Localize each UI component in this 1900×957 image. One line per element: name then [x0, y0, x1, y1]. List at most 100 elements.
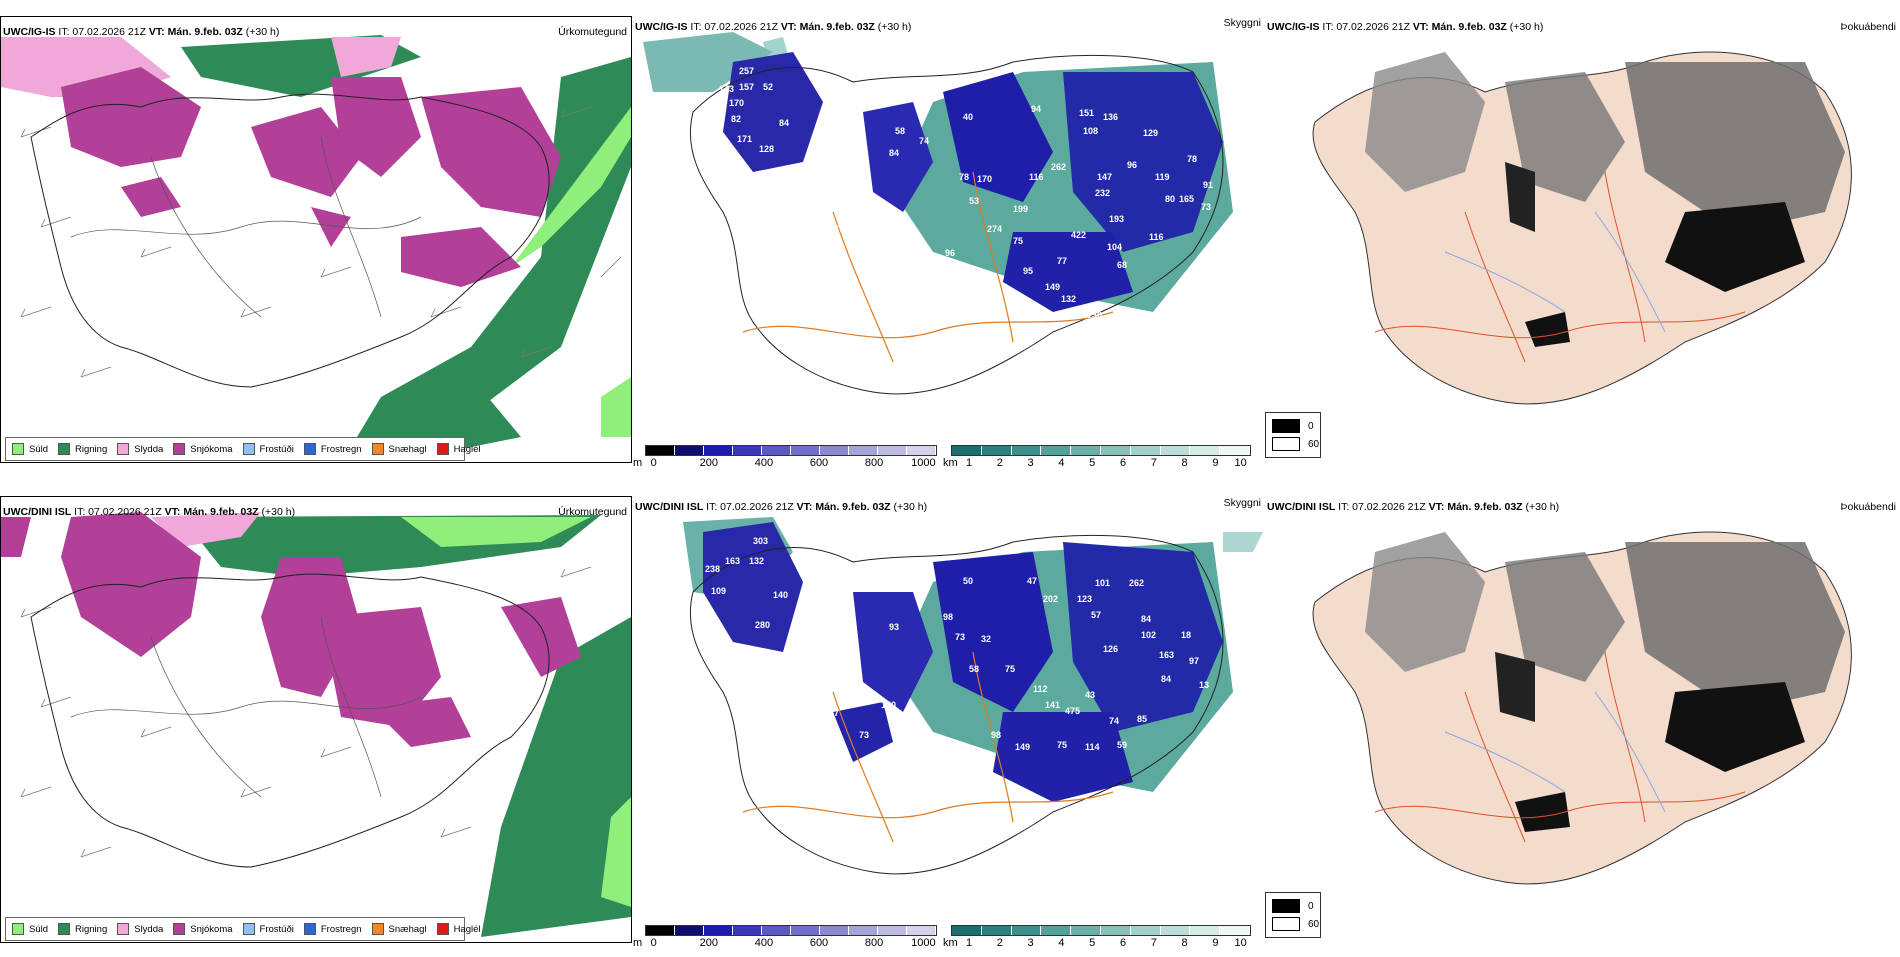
scale-swatch	[952, 446, 982, 455]
visibility-map[interactable]: 303 163 132 238 109 140 280 96 93 98 50 …	[633, 492, 1267, 922]
ceiling-value: 82	[731, 114, 741, 124]
snow-area	[321, 607, 441, 727]
fog-grey	[1625, 542, 1845, 712]
ceiling-value: 151	[1079, 108, 1094, 118]
scale-swatch	[1130, 926, 1161, 935]
scale-swatch	[762, 926, 791, 935]
fog-grey	[1505, 72, 1625, 202]
ceiling-value: 157	[739, 82, 754, 92]
panel-header: UWC/DINI ISL IT: 07.02.2026 21Z VT: Mán.…	[3, 506, 296, 518]
scale-tick: 3	[1027, 937, 1034, 949]
ceiling-value: 75	[1013, 236, 1023, 246]
ceiling-value: 170	[977, 174, 992, 184]
ceiling-value: 58	[969, 664, 979, 674]
scale-unit: m	[633, 457, 643, 469]
legend-swatch	[173, 923, 186, 935]
ceiling-value: 43	[1085, 690, 1095, 700]
ceiling-value: 77	[1057, 256, 1067, 266]
ceiling-value: 84	[779, 118, 789, 128]
scale-tick: 10	[1234, 937, 1247, 949]
scale-swatch	[907, 446, 936, 455]
scale-swatch	[1071, 926, 1101, 935]
ceiling-value: 478	[707, 100, 722, 110]
ceiling-low	[1063, 542, 1223, 732]
ceiling-value: 193	[1109, 214, 1124, 224]
ceiling-value: 257	[739, 66, 754, 76]
panel-title: Úrkomutegund	[558, 506, 627, 518]
ceiling-values: 303 163 132 238 109 140 280 96 93 98 50 …	[703, 536, 1209, 822]
ceiling-value: 78	[959, 172, 969, 182]
ceiling-value: 116	[1029, 172, 1044, 182]
scale-tick: 200	[699, 457, 718, 469]
ceiling-value: 108	[1083, 126, 1098, 136]
fog-legend: 0 60	[1265, 892, 1321, 938]
scale-swatch	[849, 926, 878, 935]
scale-swatch	[907, 926, 936, 935]
legend-swatch	[371, 923, 384, 935]
snow-area	[251, 107, 361, 197]
ceiling-low	[1063, 72, 1223, 252]
ceiling-value: 149	[1045, 282, 1060, 292]
coastline	[689, 534, 1224, 875]
snow-area	[331, 77, 421, 177]
panel-header: UWC/IG-IS IT: 07.02.2026 21Z VT: Mán. 9.…	[3, 26, 280, 38]
snow-area	[1, 517, 31, 557]
scale-swatch	[1160, 926, 1191, 935]
precip-legend: Súld Rigning Slydda Snjókoma Frostúði Fr…	[5, 917, 481, 941]
scale-swatch	[733, 446, 762, 455]
ceiling-value: 129	[1143, 128, 1158, 138]
ceiling-low	[703, 522, 803, 652]
scale-swatch	[1160, 446, 1191, 455]
ceiling-value: 98	[943, 612, 953, 622]
scale-swatch	[1011, 446, 1042, 455]
ceiling-value: 75	[1005, 664, 1015, 674]
precip-map-frame[interactable]: UWC/DINI ISL IT: 07.02.2026 21Z VT: Mán.…	[0, 496, 632, 943]
ceiling-value: 163	[1159, 650, 1174, 660]
ceiling-value: 199	[1013, 204, 1028, 214]
scale-unit: km	[943, 937, 958, 949]
scale-swatch	[1220, 446, 1250, 455]
scale-tick: 200	[699, 937, 718, 949]
scale-tick: 4	[1058, 457, 1065, 469]
legend-swatch	[303, 443, 316, 455]
coastline	[689, 54, 1224, 395]
ceiling-value: 140	[773, 590, 788, 600]
legend-swatch	[58, 923, 71, 935]
ceiling-value: 422	[1071, 230, 1086, 240]
ceiling-value: 141	[1045, 700, 1060, 710]
precip-map	[1, 35, 631, 457]
scale-tick: 5	[1089, 457, 1096, 469]
scale-tick: 600	[809, 937, 829, 949]
ceiling-value: 40	[963, 112, 973, 122]
fog-map[interactable]	[1265, 492, 1900, 922]
scale-tick: 10	[1234, 457, 1247, 469]
ceiling-low	[723, 52, 823, 172]
scale-tick: 4	[1058, 937, 1065, 949]
row-igis: UWC/IG-IS IT: 07.02.2026 21Z VT: Mán. 9.…	[0, 12, 1900, 477]
scale-tick: 1	[965, 457, 973, 469]
row-dini: UWC/DINI ISL IT: 07.02.2026 21Z VT: Mán.…	[0, 492, 1900, 957]
visibility-map[interactable]: 257 173 157 52 478 170 294 82 171 84 128…	[633, 12, 1267, 442]
ceiling-value: 128	[783, 178, 798, 188]
ceiling-value: 95	[1023, 266, 1033, 276]
precip-map-frame[interactable]: UWC/IG-IS IT: 07.02.2026 21Z VT: Mán. 9.…	[0, 16, 632, 463]
ceiling-value: 96	[771, 654, 781, 664]
ceiling-value: 147	[1097, 172, 1112, 182]
rain-area	[351, 57, 631, 447]
ceiling-value: 68	[1117, 260, 1127, 270]
ceiling-value: 475	[1065, 706, 1080, 716]
panel-title: Þokuábendi	[1840, 21, 1896, 33]
ceiling-value: 56	[703, 728, 713, 738]
ceiling-value: 53	[969, 196, 979, 206]
ceiling-value: 232	[1095, 188, 1110, 198]
fog-map[interactable]	[1265, 12, 1900, 442]
scale-tick: 1000	[911, 457, 936, 469]
ceiling-value: 85	[1137, 714, 1147, 724]
fog-dark	[1515, 792, 1570, 832]
ceiling-low	[853, 592, 933, 712]
ceiling-value: 128	[759, 144, 774, 154]
panel-title: Skyggni	[1223, 17, 1261, 29]
snow-area	[61, 512, 201, 657]
ceiling-value: 104	[1107, 242, 1122, 252]
scale-swatch	[1220, 926, 1250, 935]
